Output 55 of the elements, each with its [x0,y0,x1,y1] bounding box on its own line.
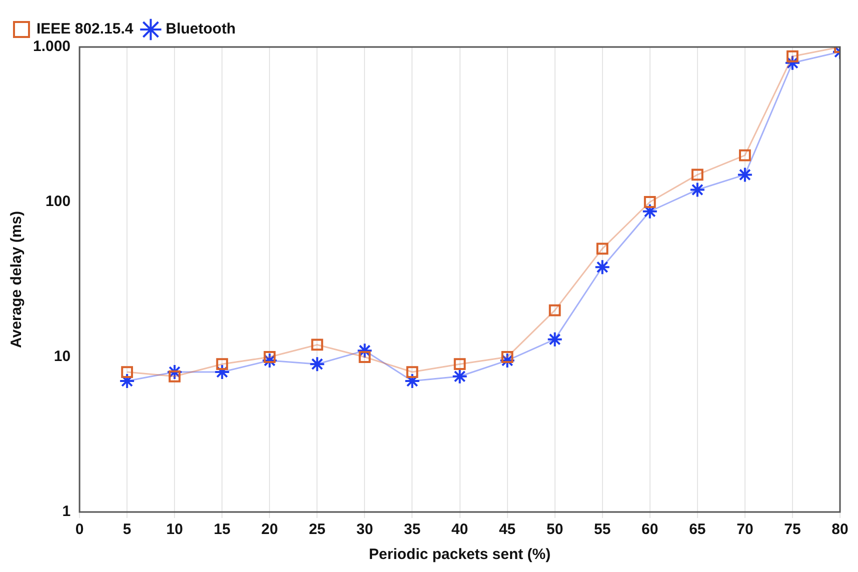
x-tick-label: 15 [214,521,230,538]
point [406,366,418,378]
point [644,196,656,208]
x-tick-label: 10 [166,521,183,538]
x-axis-title: Periodic packets sent (%) [368,546,551,564]
y-tick-label: 1.000 [32,38,71,56]
point [689,182,706,198]
x-tick-label: 55 [594,521,611,538]
legend-label: IEEE 802.15.4 [36,20,134,38]
point [548,304,561,316]
x-tick-label: 35 [404,521,421,538]
point [404,373,420,390]
y-tick-label: 1 [62,503,71,520]
point [262,352,278,368]
point [309,356,326,372]
x-tick-label: 40 [451,521,468,538]
point [691,168,704,181]
point [546,331,563,348]
point [121,366,134,378]
x-tick-label: 75 [784,521,801,538]
x-tick-label: 30 [356,521,374,538]
y-tick-label: 100 [46,193,71,210]
point [499,352,516,368]
point [454,358,466,370]
point [738,149,751,162]
point [784,54,800,71]
y-axis-title: Average delay (ms) [8,210,26,348]
legend-label: Bluetooth [166,20,236,38]
x-tick-label: 0 [75,521,84,538]
point [358,351,371,363]
point [501,351,514,363]
point [596,242,608,255]
x-tick-label: 25 [308,521,326,538]
x-tick-label: 70 [736,521,754,538]
point [452,368,468,384]
x-tick-label: 50 [546,521,564,538]
x-tick-label: 60 [642,521,658,538]
point [594,259,610,276]
point [216,358,228,370]
point [264,351,276,363]
point [168,370,181,382]
x-tick-label: 20 [261,521,278,538]
point [786,50,798,62]
x-tick-label: 65 [689,521,706,538]
point [311,338,324,351]
x-tick-label: 80 [832,521,848,538]
y-tick-label: 10 [54,348,71,366]
point [166,364,183,380]
point [642,203,658,220]
point [736,166,753,183]
point [356,342,373,359]
point [214,364,230,380]
x-tick-label: 5 [122,521,132,538]
x-tick-label: 45 [498,521,516,538]
point [119,373,136,390]
